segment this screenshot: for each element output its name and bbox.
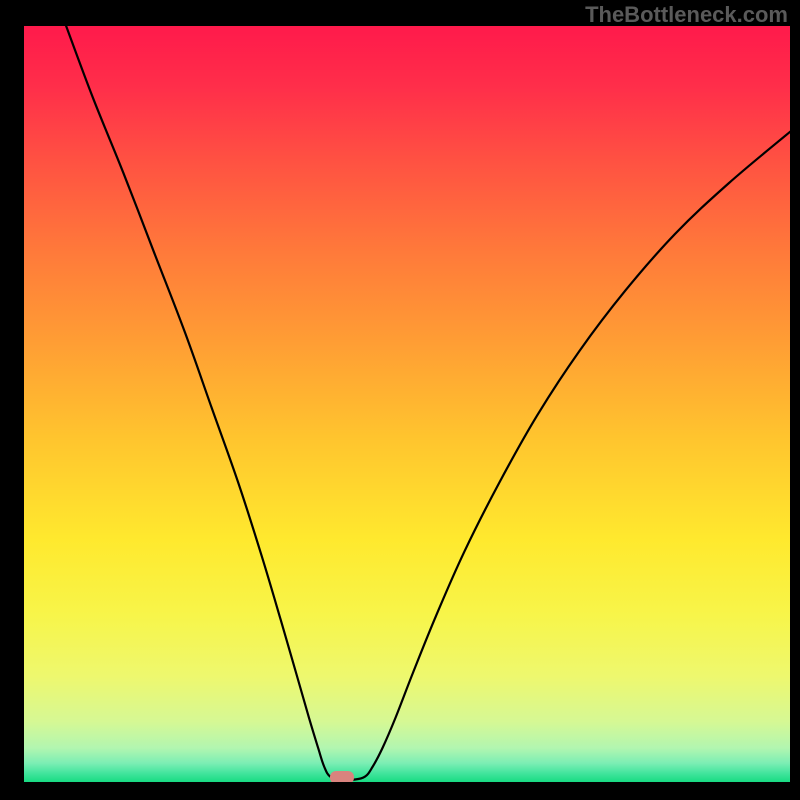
watermark-text: TheBottleneck.com [585, 2, 788, 28]
curve-path [66, 26, 790, 780]
bottleneck-curve [24, 26, 790, 782]
optimal-point-marker [330, 771, 354, 782]
plot-area [24, 26, 790, 782]
